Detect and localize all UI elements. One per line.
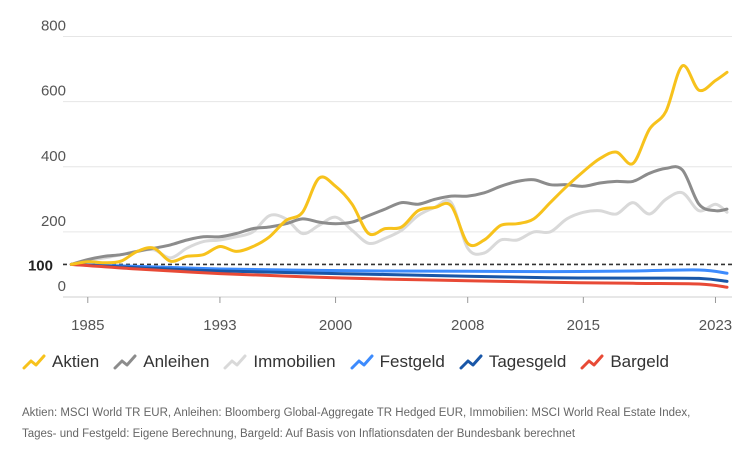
x-tick-label: 2000 bbox=[319, 317, 352, 334]
x-tick-label: 2023 bbox=[699, 317, 732, 334]
legend-label: Festgeld bbox=[379, 352, 445, 371]
legend-line-icon bbox=[113, 354, 137, 370]
legend-line-icon bbox=[580, 354, 604, 370]
legend-label: Immobilien bbox=[253, 352, 336, 371]
y-tick-label: 400 bbox=[41, 148, 66, 165]
x-tick-label: 1993 bbox=[203, 317, 236, 334]
legend-line-icon bbox=[223, 354, 247, 370]
source-line-2: Tages- und Festgeld: Eigene Berechnung, … bbox=[22, 428, 576, 440]
legend-line-icon bbox=[22, 354, 46, 370]
legend-item-aktien[interactable]: Aktien bbox=[22, 352, 99, 372]
y-tick-label: 0 bbox=[58, 278, 66, 295]
y-tick-label: 600 bbox=[41, 83, 66, 100]
x-tick-label: 1985 bbox=[71, 317, 104, 334]
legend-item-festgeld[interactable]: Festgeld bbox=[350, 352, 445, 372]
legend-line-icon bbox=[350, 354, 374, 370]
x-axis-ticks: 1985 1993 2000 2008 2015 2023 bbox=[71, 297, 732, 334]
legend-line-icon bbox=[459, 354, 483, 370]
source-note: Aktien: MSCI World TR EUR, Anleihen: Blo… bbox=[22, 403, 737, 445]
series-line-tagesgeld bbox=[69, 262, 729, 283]
line-chart: 0 200 400 600 800 100 1985 1993 2000 2008 2015 202… bbox=[28, 18, 732, 334]
legend-label: Anleihen bbox=[143, 352, 210, 371]
series-line-immobilien bbox=[69, 190, 729, 266]
series-line-festgeld bbox=[69, 262, 729, 275]
series-line-bargeld bbox=[69, 262, 729, 289]
y-tick-label: 800 bbox=[41, 18, 66, 35]
legend: Aktien Anleihen Immobilien Festgeld Tagesgel… bbox=[22, 352, 683, 372]
legend-label: Aktien bbox=[52, 352, 100, 371]
y-axis-ticks: 0 200 400 600 800 100 bbox=[28, 18, 66, 295]
grid-lines bbox=[63, 36, 732, 298]
legend-item-anleihen[interactable]: Anleihen bbox=[113, 352, 209, 372]
series-line-anleihen bbox=[69, 165, 729, 266]
legend-label: Tagesgeld bbox=[488, 352, 567, 371]
series-line-aktien bbox=[69, 64, 729, 266]
y-tick-label-baseline: 100 bbox=[28, 257, 53, 274]
x-tick-label: 2008 bbox=[451, 317, 484, 334]
source-line-1: Aktien: MSCI World TR EUR, Anleihen: Blo… bbox=[22, 407, 691, 419]
y-tick-label: 200 bbox=[41, 213, 66, 230]
series-lines bbox=[69, 64, 729, 289]
legend-item-bargeld[interactable]: Bargeld bbox=[580, 352, 669, 372]
legend-item-immobilien[interactable]: Immobilien bbox=[223, 352, 336, 372]
x-tick-label: 2015 bbox=[567, 317, 600, 334]
legend-label: Bargeld bbox=[610, 352, 669, 371]
legend-item-tagesgeld[interactable]: Tagesgeld bbox=[459, 352, 567, 372]
